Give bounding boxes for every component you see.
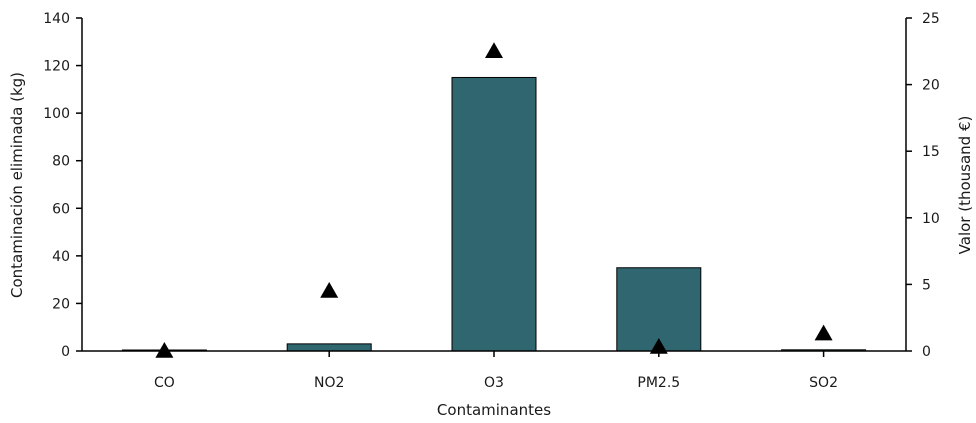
x-tick-label: SO2	[809, 375, 838, 391]
x-axis-ticks: CO NO2 O3 PM2.5 SO2	[154, 351, 838, 391]
marker-so2	[814, 324, 833, 341]
y-left-tick-label: 60	[52, 201, 70, 217]
marker-o3	[485, 42, 503, 59]
y-right-tick-label: 0	[922, 344, 931, 360]
bar-pm25	[616, 267, 702, 352]
y-left-tick-label: 0	[61, 344, 70, 360]
y-axis-left-title: Contaminación eliminada (kg)	[8, 72, 26, 298]
bar-no2	[286, 343, 372, 352]
x-axis-title: Contaminantes	[437, 401, 551, 419]
x-tick-label: CO	[154, 375, 175, 391]
y-right-tick-label: 10	[922, 211, 940, 227]
y-left-tick-label: 120	[43, 59, 70, 75]
marker-no2	[320, 282, 339, 298]
x-tick-label: O3	[484, 375, 504, 391]
y-left-tick-label: 100	[43, 106, 70, 122]
y-left-tick-label: 80	[52, 154, 70, 170]
y-left-tick-label: 140	[43, 11, 70, 27]
y-axis-right-ticks: 0 5 10 15 20 25	[906, 11, 940, 360]
y-axis-left-ticks: 0 20 40 60 80 100 120 140	[43, 11, 82, 360]
y-right-tick-label: 5	[922, 277, 931, 293]
y-right-tick-label: 25	[922, 11, 940, 27]
x-tick-label: NO2	[314, 375, 344, 391]
y-axis-right-title: Valor (thousand €)	[956, 116, 974, 255]
bar-series	[121, 76, 867, 352]
x-tick-label: PM2.5	[637, 375, 680, 391]
y-right-tick-label: 20	[922, 78, 940, 94]
marker-series	[155, 42, 833, 358]
y-left-tick-label: 40	[52, 249, 70, 265]
y-right-tick-label: 15	[922, 144, 940, 160]
marker-pm25	[649, 338, 668, 354]
marker-co	[155, 342, 174, 358]
y-left-tick-label: 20	[52, 296, 70, 312]
bar-o3	[451, 76, 537, 352]
